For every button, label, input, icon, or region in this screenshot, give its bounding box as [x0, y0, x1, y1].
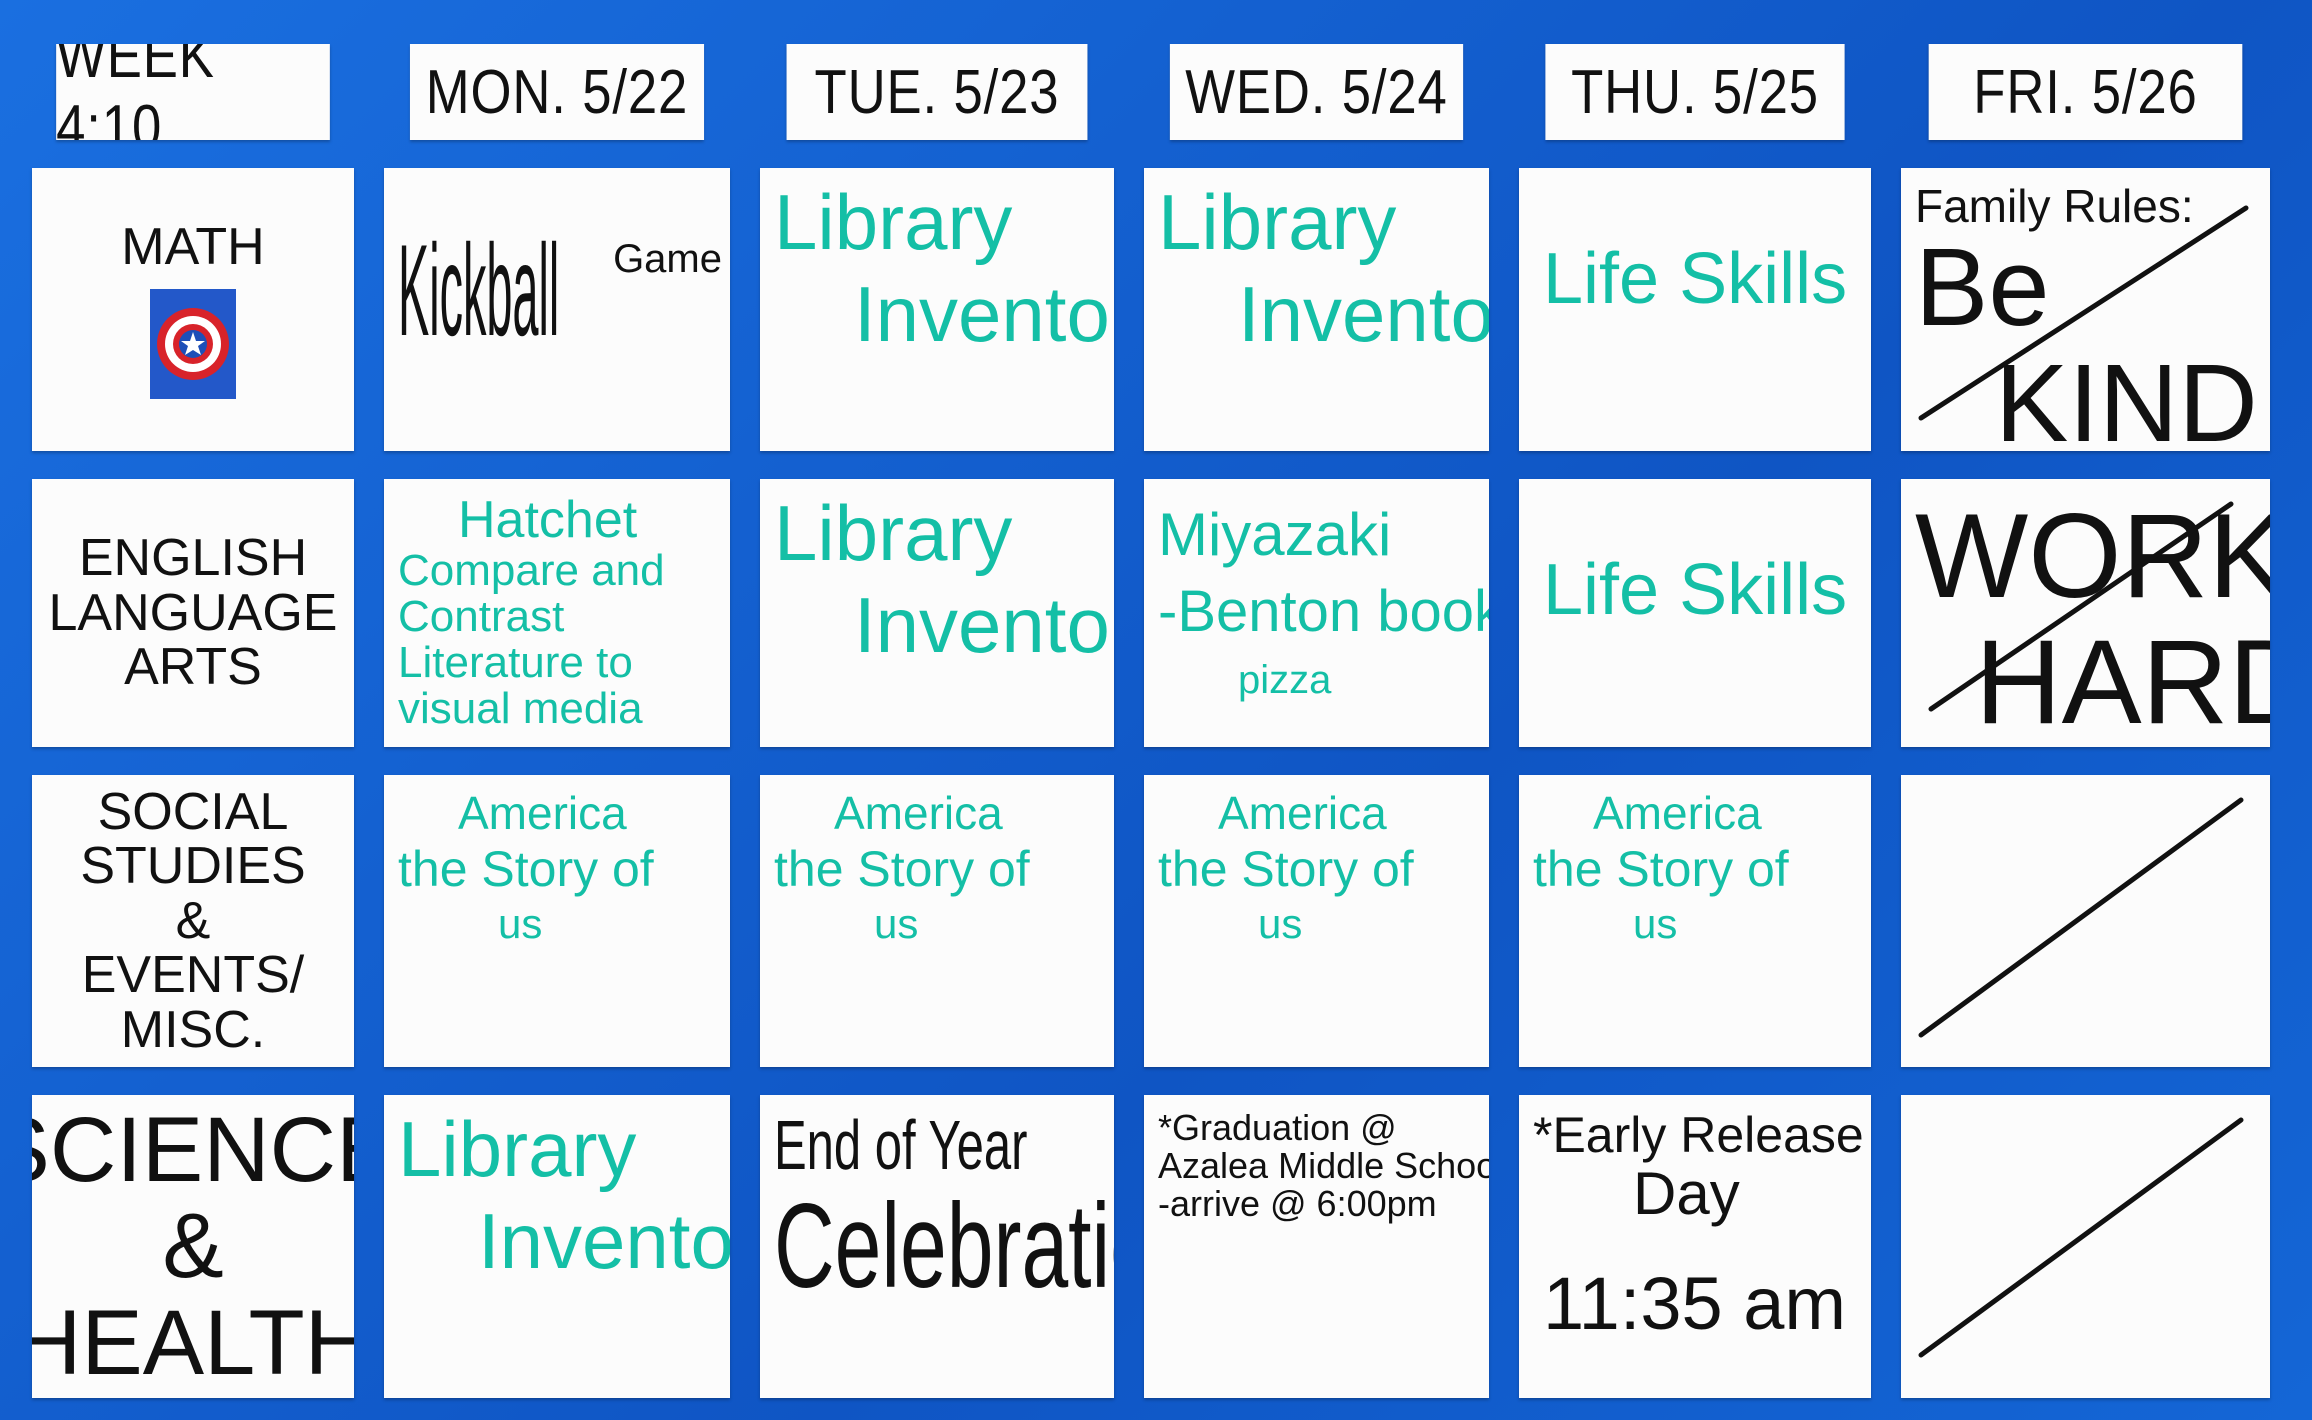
subject-label: SOCIAL STUDIES & EVENTS/MISC.	[32, 775, 354, 1067]
entry-line: Library	[398, 1105, 637, 1193]
schedule-entry: Life Skills	[1519, 479, 1871, 747]
schedule-entry: America the Story of us	[1519, 775, 1871, 1067]
entry-line: Day	[1633, 1159, 1740, 1227]
entry-line: Compare and	[398, 545, 665, 595]
schedule-grid: WEEK 4:10 MON. 5/22 TUE. 5/23 WED. 5/24 THU.…	[32, 44, 2270, 1398]
day-header: WED. 5/24	[1169, 44, 1464, 140]
schedule-entry: America the Story of us	[1144, 775, 1489, 1067]
entry-line: Library	[1158, 178, 1397, 266]
day-header: MON. 5/22	[409, 44, 705, 140]
day-header: TUE. 5/23	[786, 44, 1088, 140]
entry-line: pizza	[1238, 657, 1332, 702]
entry-line: Miyazaki	[1158, 501, 1392, 568]
schedule-entry	[1901, 775, 2270, 1067]
entry-line: Literature to	[398, 637, 633, 687]
subject-line: EVENTS/	[81, 946, 305, 1005]
subject-label: ENGLISH LANGUAGE ARTS	[32, 479, 354, 747]
entry-line: Be	[1915, 226, 2050, 350]
entry-line: Inventory	[854, 580, 1114, 669]
slash-line	[1918, 1117, 2244, 1358]
schedule-entry: End of YearCelebration	[760, 1095, 1114, 1398]
entry-line: Kickball	[398, 217, 560, 363]
subject-line: LANGUAGE	[48, 583, 338, 642]
entry-line: America	[1593, 787, 1762, 839]
subject-label: SCIENCE&HEALTH	[32, 1095, 354, 1398]
entry-line: the Story of	[774, 841, 1030, 898]
subject-line: HEALTH	[32, 1291, 354, 1394]
subject-line: STUDIES	[80, 837, 306, 896]
entry-line: the Story of	[1533, 841, 1789, 898]
slash-line	[1928, 501, 2234, 712]
entry-line: Family Rules:	[1915, 180, 2194, 232]
schedule-entry: Family Rules: Be KIND	[1901, 168, 2270, 451]
schedule-entry: Hatchet Compare and Contrast Literature to v…	[384, 479, 730, 747]
entry-line: Inventory	[1238, 269, 1489, 358]
subject-line: SCIENCE	[32, 1098, 354, 1201]
schedule-entry: LibraryInventory	[1144, 168, 1489, 451]
entry-line: Game	[613, 237, 722, 281]
entry-line: us	[1633, 899, 1678, 947]
entry-line: us	[1258, 899, 1303, 947]
entry-line: Life Skills	[1543, 239, 1848, 319]
subject-line: MATH	[121, 218, 265, 277]
entry-line: KIND	[1995, 341, 2258, 451]
schedule-entry: LibraryInventory	[760, 479, 1114, 747]
entry-line: visual media	[398, 684, 643, 734]
entry-line: -arrive @ 6:00pm	[1158, 1182, 1437, 1224]
entry-line: 11:35 am	[1543, 1261, 1847, 1345]
entry-line: *Graduation @	[1158, 1107, 1397, 1148]
entry-line: -Benton book	[1158, 579, 1489, 644]
subject-line: MISC.	[120, 1000, 266, 1059]
entry-line: us	[874, 899, 919, 947]
slash-line	[1918, 797, 2244, 1038]
schedule-entry: LibraryInventory	[760, 168, 1114, 451]
subject-label: MATH	[32, 168, 354, 451]
entry-line: us	[498, 899, 543, 947]
entry-line: the Story of	[1158, 841, 1414, 898]
schedule-entry: LibraryInventory	[384, 1095, 730, 1398]
schedule-entry	[1901, 1095, 2270, 1398]
entry-line: America	[458, 787, 627, 839]
entry-line: Inventory	[854, 269, 1114, 358]
entry-line: Contrast	[398, 591, 565, 641]
entry-line: America	[834, 787, 1003, 839]
subject-line: &	[175, 891, 211, 950]
slash-line	[1918, 205, 2249, 421]
captain-america-shield-icon	[150, 288, 236, 399]
subject-line: ENGLISH	[78, 529, 308, 588]
entry-line: HARD	[1975, 615, 2270, 747]
entry-line: Inventory	[478, 1196, 730, 1285]
schedule-entry: America the Story of us	[384, 775, 730, 1067]
schedule-entry: Miyazaki -Benton book pizza	[1144, 479, 1489, 747]
entry-line: Azalea Middle School	[1158, 1144, 1489, 1186]
schedule-entry: Kickball Game	[384, 168, 730, 451]
entry-line: Hatchet	[458, 491, 638, 549]
schedule-entry: WORKHARD	[1901, 479, 2270, 747]
entry-line: Library	[774, 489, 1013, 577]
entry-line: Celebration	[774, 1178, 1114, 1313]
schedule-entry: *Early Release Day 11:35 am	[1519, 1095, 1871, 1398]
schedule-entry: America the Story of us	[760, 775, 1114, 1067]
entry-line: End of Year	[774, 1106, 1028, 1184]
schedule-entry: *Graduation @ Azalea Middle School -arrive…	[1144, 1095, 1489, 1398]
entry-line: the Story of	[398, 841, 654, 898]
schedule-entry: Life Skills	[1519, 168, 1871, 451]
week-label: WEEK 4:10	[56, 44, 330, 140]
entry-line: America	[1218, 787, 1387, 839]
entry-line: *Early Release	[1533, 1107, 1864, 1163]
subject-line: ARTS	[124, 638, 262, 697]
entry-line: Life Skills	[1543, 550, 1848, 630]
day-header: THU. 5/25	[1545, 44, 1845, 140]
subject-line: &	[162, 1195, 224, 1298]
subject-line: SOCIAL	[97, 782, 289, 841]
day-header: FRI. 5/26	[1928, 44, 2243, 140]
entry-line: Library	[774, 178, 1013, 266]
